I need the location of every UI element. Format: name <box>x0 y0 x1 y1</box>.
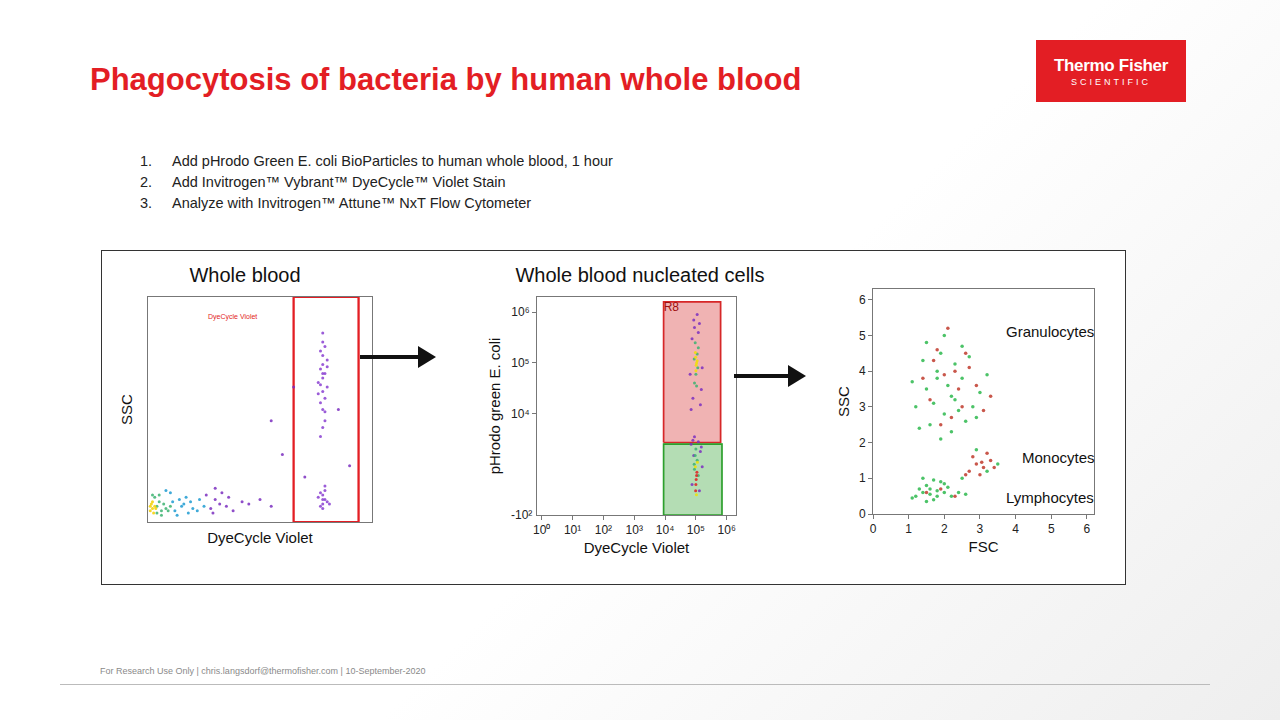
svg-text:10¹: 10¹ <box>564 523 581 537</box>
svg-text:Granulocytes: Granulocytes <box>1006 323 1094 340</box>
svg-text:10³: 10³ <box>626 523 643 537</box>
svg-text:SSC: SSC <box>118 394 135 425</box>
html-text:For Research Use Only | chris.: For Research Use Only | chris.langsdorf@… <box>100 666 426 676</box>
svg-text:5: 5 <box>1048 522 1055 536</box>
html-text:SCIENTIFIC: SCIENTIFIC <box>1071 77 1151 87</box>
svg-text:FSC: FSC <box>969 538 999 555</box>
svg-text:4: 4 <box>1012 522 1019 536</box>
svg-text:5: 5 <box>859 329 866 343</box>
svg-text:DyeCycle Violet: DyeCycle Violet <box>207 529 313 546</box>
svg-text:R8: R8 <box>664 300 680 314</box>
svg-text:10⁵: 10⁵ <box>511 356 529 370</box>
svg-text:DyeCycle Violet: DyeCycle Violet <box>208 313 257 321</box>
svg-text:10⁴: 10⁴ <box>511 407 530 421</box>
svg-text:SSC: SSC <box>835 386 852 417</box>
html-text:2.: 2. <box>140 174 153 190</box>
svg-text:10²: 10² <box>595 523 612 537</box>
svg-text:pHrodo green E. coli: pHrodo green E. coli <box>486 338 503 475</box>
svg-text:6: 6 <box>1084 522 1091 536</box>
html-text:Add Invitrogen™ Vybrant™ DyeCy: Add Invitrogen™ Vybrant™ DyeCycle™ Viole… <box>172 174 506 190</box>
svg-text:Monocytes: Monocytes <box>1022 449 1095 466</box>
svg-text:10⁴: 10⁴ <box>656 523 675 537</box>
html-text:3.: 3. <box>140 195 153 211</box>
html-text:Whole blood: Whole blood <box>189 264 301 286</box>
html-text:Analyze with Invitrogen™ Attun: Analyze with Invitrogen™ Attune™ NxT Flo… <box>172 195 532 211</box>
svg-text:1: 1 <box>905 522 912 536</box>
html-text:Thermo Fisher: Thermo Fisher <box>1053 56 1169 75</box>
svg-text:10⁰: 10⁰ <box>533 523 550 537</box>
svg-text:10⁶: 10⁶ <box>718 523 736 537</box>
svg-text:3: 3 <box>859 400 866 414</box>
svg-text:0: 0 <box>870 522 877 536</box>
svg-text:-10²: -10² <box>511 508 532 522</box>
svg-text:4: 4 <box>859 364 866 378</box>
html-text:Add pHrodo Green E. coli BioPa: Add pHrodo Green E. coli BioParticles to… <box>172 153 613 169</box>
svg-text:10⁶: 10⁶ <box>511 305 529 319</box>
html-text:Whole blood nucleated cells: Whole blood nucleated cells <box>515 264 765 286</box>
svg-text:2: 2 <box>859 436 866 450</box>
svg-text:Lymphocytes: Lymphocytes <box>1006 489 1094 506</box>
html-text:1.: 1. <box>140 153 153 169</box>
html-text:Phagocytosis of bacteria by hu: Phagocytosis of bacteria by human whole … <box>90 62 802 97</box>
svg-text:3: 3 <box>977 522 984 536</box>
svg-text:2: 2 <box>941 522 948 536</box>
svg-text:0: 0 <box>859 507 866 521</box>
svg-text:10⁵: 10⁵ <box>687 523 705 537</box>
svg-text:DyeCycle Violet: DyeCycle Violet <box>584 539 690 556</box>
svg-text:1: 1 <box>859 471 866 485</box>
svg-text:6: 6 <box>859 293 866 307</box>
